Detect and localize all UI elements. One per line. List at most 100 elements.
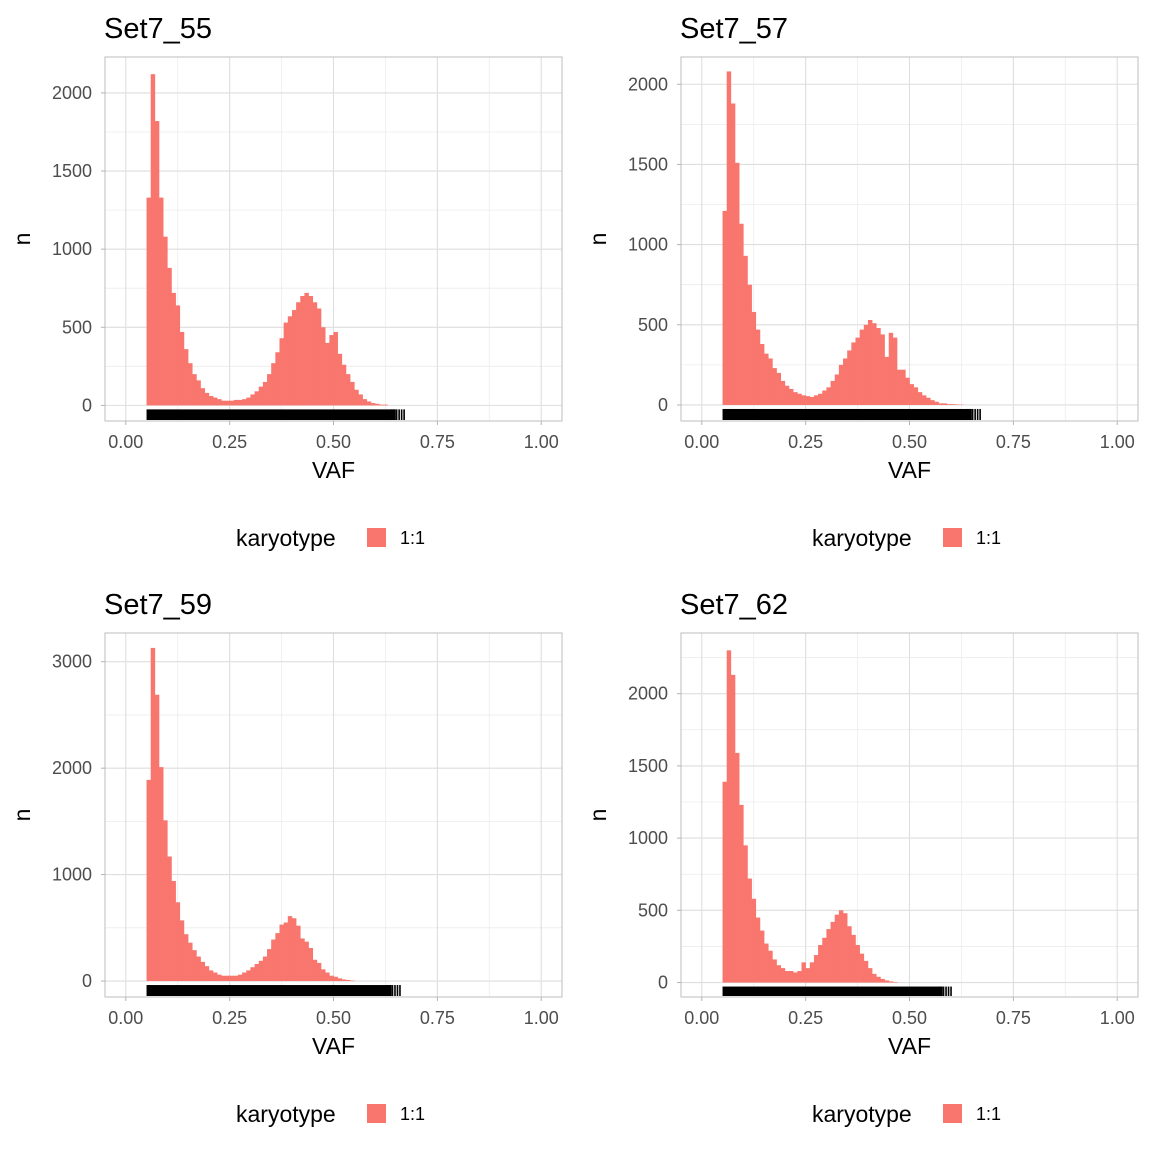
histogram-bar bbox=[171, 292, 176, 406]
legend-label: 1:1 bbox=[976, 528, 1001, 548]
x-tick-label: 0.75 bbox=[996, 432, 1031, 452]
histogram-bar bbox=[838, 364, 844, 405]
y-tick-label: 2000 bbox=[628, 684, 668, 704]
histogram-bar bbox=[183, 349, 189, 406]
y-tick-label: 500 bbox=[638, 900, 668, 920]
panel-title: Set7_55 bbox=[104, 13, 212, 45]
legend-title: karyotype bbox=[236, 525, 336, 551]
histogram-bar bbox=[826, 929, 831, 983]
histogram-bar bbox=[366, 401, 372, 406]
histogram-bar bbox=[258, 960, 264, 982]
histogram-bar bbox=[258, 386, 264, 406]
y-tick-label: 2000 bbox=[628, 74, 668, 94]
x-tick-label: 1.00 bbox=[1100, 432, 1135, 452]
histogram-bar bbox=[726, 650, 732, 983]
histogram-bar bbox=[275, 352, 280, 406]
histogram-bar bbox=[801, 395, 806, 405]
histogram-bar bbox=[221, 400, 226, 406]
histogram-bar bbox=[287, 916, 293, 982]
x-tick-label: 1.00 bbox=[524, 1008, 559, 1028]
x-tick-label: 0.00 bbox=[108, 432, 143, 452]
histogram-bar bbox=[237, 974, 243, 982]
histogram-bar bbox=[192, 950, 197, 982]
histogram-bar bbox=[271, 939, 276, 982]
histogram-bar bbox=[892, 981, 898, 983]
histogram-bar bbox=[283, 922, 289, 982]
histogram-bar bbox=[208, 970, 214, 982]
histogram-bar bbox=[304, 941, 309, 982]
histogram-bar bbox=[851, 342, 856, 405]
histogram-bar bbox=[930, 400, 935, 405]
histogram-bar bbox=[847, 350, 852, 405]
histogram-bar bbox=[237, 399, 243, 406]
histogram-bar bbox=[254, 964, 260, 982]
histogram-bar bbox=[337, 353, 343, 406]
histogram-bar bbox=[843, 913, 848, 983]
panel-title: Set7_57 bbox=[680, 13, 788, 45]
histogram-bar bbox=[225, 400, 230, 406]
histogram-bar bbox=[735, 162, 740, 405]
histogram-bar bbox=[183, 934, 189, 982]
x-tick-label: 0.25 bbox=[212, 1008, 247, 1028]
histogram-bar bbox=[345, 374, 351, 406]
histogram-bar bbox=[822, 937, 827, 983]
histogram-bar bbox=[246, 397, 251, 406]
x-tick-label: 0.00 bbox=[108, 1008, 143, 1028]
histogram-bar bbox=[283, 322, 289, 406]
chart-panel-2: 0.00 0.25 0.50 0.75 1.00 0 500 1000 1500 2000 Set7… bbox=[585, 13, 1139, 551]
histogram-bar bbox=[150, 74, 156, 406]
histogram-bar bbox=[722, 781, 727, 983]
histogram-bar bbox=[308, 296, 314, 406]
histogram-bar bbox=[830, 921, 836, 983]
histogram-bar bbox=[892, 337, 898, 405]
chart-panel-4: 0.00 0.25 0.50 0.75 1.00 0 500 1000 1500 2000 Set7… bbox=[585, 589, 1139, 1127]
y-tick-label: 1000 bbox=[628, 235, 668, 255]
histogram-bar bbox=[801, 962, 806, 983]
histogram-bar bbox=[909, 384, 914, 405]
legend: karyotype 1:1 bbox=[236, 525, 425, 551]
histogram-bar bbox=[747, 284, 752, 405]
panel-title: Set7_59 bbox=[104, 589, 212, 621]
x-tick-label: 0.25 bbox=[788, 432, 823, 452]
histogram-bar bbox=[951, 404, 956, 405]
histogram-bar bbox=[797, 393, 802, 405]
histogram-bar bbox=[175, 305, 181, 406]
histogram-bar bbox=[233, 399, 239, 406]
histogram-bar bbox=[913, 387, 919, 405]
x-axis-title: VAF bbox=[888, 457, 931, 483]
histogram-bar bbox=[291, 918, 297, 982]
histogram-bar bbox=[304, 292, 309, 406]
rug-band bbox=[146, 985, 392, 996]
x-tick-label: 0.50 bbox=[316, 432, 351, 452]
legend-label: 1:1 bbox=[976, 1104, 1001, 1124]
legend-title: karyotype bbox=[812, 525, 912, 551]
y-tick-label: 0 bbox=[658, 973, 668, 993]
histogram-bar bbox=[805, 396, 811, 405]
histogram-bar bbox=[146, 779, 151, 982]
histogram-bar bbox=[345, 979, 351, 982]
histogram-bar bbox=[375, 403, 380, 406]
histogram-bar bbox=[938, 403, 944, 405]
y-tick-label: 1000 bbox=[628, 828, 668, 848]
x-tick-label: 0.00 bbox=[684, 1008, 719, 1028]
histogram-bar bbox=[901, 369, 906, 405]
histogram-bar bbox=[780, 968, 786, 983]
histogram-bar bbox=[221, 975, 226, 982]
histogram-bar bbox=[325, 342, 330, 406]
histogram-bar bbox=[818, 945, 823, 983]
histogram-bar bbox=[341, 979, 347, 982]
histogram-bar bbox=[834, 374, 840, 405]
histogram-bar bbox=[888, 981, 894, 983]
histogram-bar bbox=[229, 400, 235, 406]
y-axis-title: n bbox=[585, 809, 611, 822]
histogram-bar bbox=[146, 197, 151, 406]
y-tick-label: 0 bbox=[658, 395, 668, 415]
histogram-bar bbox=[872, 323, 877, 405]
histogram-bar bbox=[739, 223, 744, 405]
y-tick-label: 2000 bbox=[52, 758, 92, 778]
legend-title: karyotype bbox=[236, 1101, 336, 1127]
legend-key bbox=[367, 1104, 386, 1123]
histogram-bar bbox=[329, 975, 334, 982]
histogram-bar bbox=[905, 377, 910, 405]
histogram-bar bbox=[751, 311, 757, 405]
